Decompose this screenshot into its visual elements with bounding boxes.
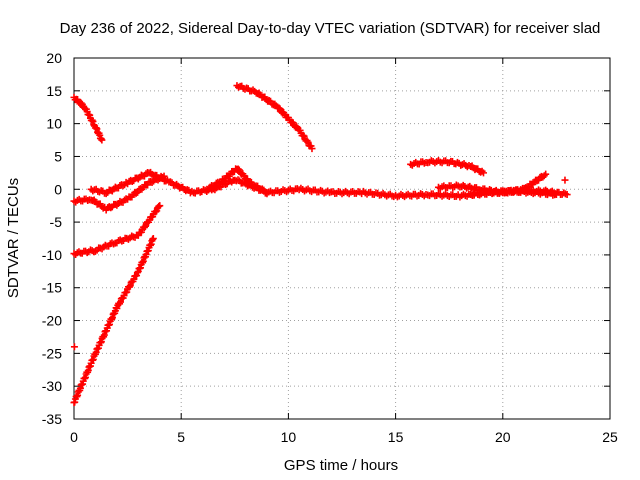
- data-point: [275, 104, 283, 112]
- series-arc-b: [233, 82, 316, 153]
- x-tick-label: 5: [177, 429, 185, 445]
- data-point: [141, 222, 149, 230]
- x-axis-label: GPS time / hours: [284, 457, 398, 474]
- x-tick-label: 25: [602, 429, 618, 445]
- data-point: [149, 235, 157, 242]
- data-point: [144, 181, 152, 189]
- y-tick-label: -15: [42, 280, 62, 296]
- grid-lines: [74, 58, 610, 419]
- series-arc-h: [407, 157, 488, 177]
- series-arc-f: [87, 168, 571, 201]
- y-tick-label: 15: [46, 83, 62, 99]
- y-tick-label: -30: [42, 378, 62, 394]
- data-point: [77, 99, 85, 107]
- series-arc-c: [70, 235, 157, 407]
- plot-frame: [73, 57, 611, 420]
- data-point: [98, 136, 106, 144]
- y-tick-label: -10: [42, 247, 62, 263]
- data-point: [126, 282, 134, 290]
- y-tick-label: 5: [54, 148, 62, 164]
- series-isolated: [70, 176, 569, 351]
- y-tick-label: -20: [42, 313, 62, 329]
- series-arc-a: [70, 93, 106, 144]
- y-tick-label: -25: [42, 345, 62, 361]
- data-point: [234, 165, 242, 173]
- data-point: [308, 145, 316, 153]
- data-point: [299, 131, 307, 139]
- data-points: [70, 82, 571, 407]
- data-point: [132, 189, 140, 197]
- x-tick-label: 15: [388, 429, 404, 445]
- data-point: [542, 170, 550, 178]
- data-point: [70, 343, 78, 351]
- data-point: [116, 298, 124, 306]
- y-tick-label: 20: [46, 50, 62, 66]
- series-arc-d: [70, 202, 164, 259]
- data-point: [480, 169, 488, 177]
- x-tick-label: 10: [281, 429, 297, 445]
- data-point: [140, 223, 148, 231]
- data-point: [148, 178, 156, 186]
- data-point: [563, 191, 571, 199]
- y-tick-label: 10: [46, 116, 62, 132]
- x-tick-label: 0: [70, 429, 78, 445]
- data-point: [263, 189, 271, 197]
- data-point: [89, 117, 97, 125]
- data-point: [156, 202, 164, 210]
- data-point: [152, 208, 160, 216]
- y-tick-label: -35: [42, 411, 62, 427]
- series-arc-e: [70, 172, 168, 214]
- chart-title: Day 236 of 2022, Sidereal Day-to-day VTE…: [60, 20, 601, 37]
- series-arc-g: [203, 165, 271, 197]
- data-point: [560, 189, 568, 197]
- data-point: [88, 116, 96, 124]
- data-point: [125, 283, 133, 291]
- data-point: [304, 138, 312, 146]
- x-tick-label: 20: [495, 429, 511, 445]
- tick-labels: 0 5 10 15 20 25 -35 -30 -25 -20 -15 -10 -5 0 5 10 15 20: [42, 50, 618, 445]
- data-point: [561, 176, 569, 184]
- series-arc-j: [467, 187, 560, 200]
- data-point: [153, 207, 161, 215]
- data-point: [552, 191, 560, 199]
- axis-ticks: [73, 57, 611, 420]
- data-point: [123, 288, 131, 296]
- y-tick-label: 0: [54, 181, 62, 197]
- y-tick-label: -5: [50, 214, 63, 230]
- data-point: [133, 269, 141, 277]
- data-point: [113, 305, 121, 313]
- data-point: [300, 132, 308, 140]
- y-axis-label: SDTVAR / TECUs: [5, 178, 22, 298]
- data-point: [102, 190, 110, 198]
